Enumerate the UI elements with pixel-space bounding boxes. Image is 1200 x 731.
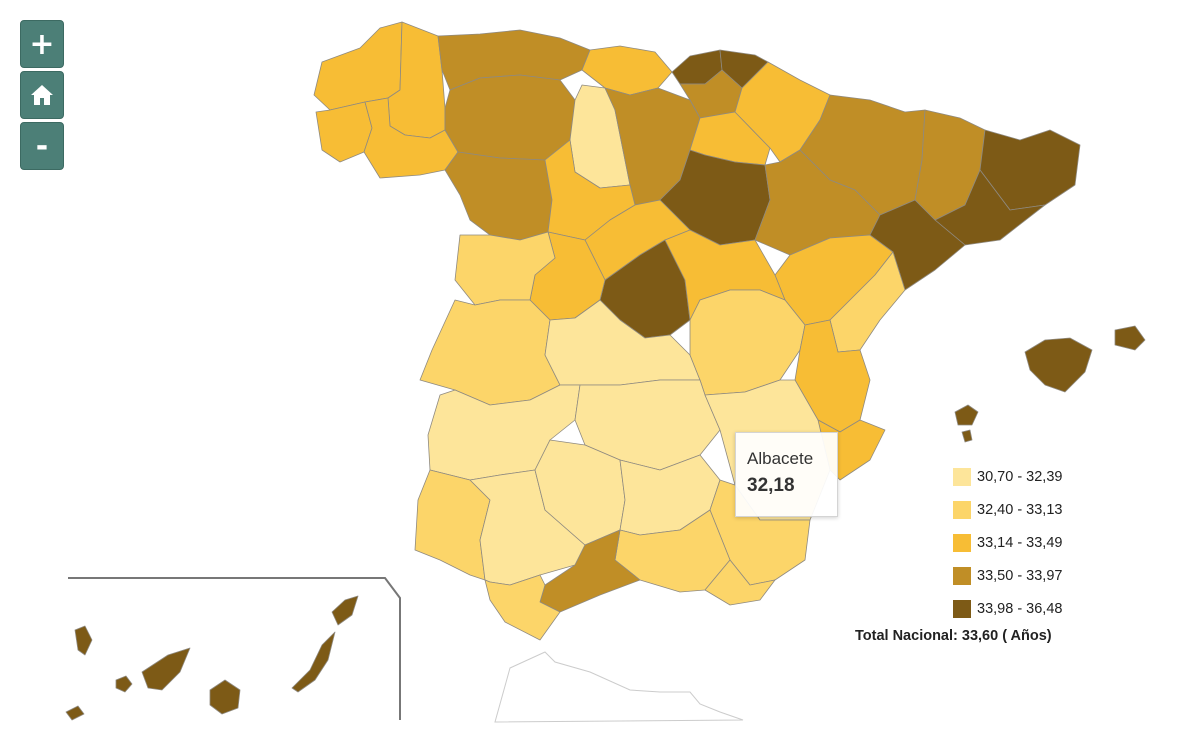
province-gran-canaria[interactable] (209, 679, 241, 715)
legend-swatch (953, 500, 971, 519)
province-salamanca[interactable] (454, 231, 556, 306)
legend-item: 33,14 - 33,49 (953, 526, 1062, 559)
province-barcelona[interactable] (934, 169, 1046, 246)
legend-label: 32,40 - 33,13 (977, 501, 1063, 518)
province-gomera[interactable] (115, 675, 133, 693)
province-cuenca[interactable] (689, 289, 806, 396)
legend-item: 33,50 - 33,97 (953, 559, 1062, 592)
legend-swatch (953, 566, 971, 585)
province-la-palma[interactable] (74, 625, 93, 656)
province-lanzarote[interactable] (331, 595, 359, 626)
province-leon[interactable] (444, 74, 576, 161)
province-cadiz[interactable] (484, 574, 561, 641)
total-nacional: Total Nacional: 33,60 ( Años) (855, 628, 1052, 644)
province-pontevedra[interactable] (315, 101, 373, 163)
zoom-controls: + - (20, 20, 66, 170)
province-tenerife[interactable] (141, 647, 191, 691)
province-tarragona[interactable] (869, 199, 966, 291)
province-asturias[interactable] (437, 29, 591, 91)
north-africa-outline (494, 651, 744, 723)
legend-item: 30,70 - 32,39 (953, 460, 1062, 493)
legend-label: 30,70 - 32,39 (977, 468, 1063, 485)
province-menorca[interactable] (1114, 325, 1146, 351)
province-ibiza[interactable] (954, 404, 979, 443)
canary-inset-frame (68, 577, 401, 720)
province-ciudad-real[interactable] (574, 379, 721, 471)
province-a-coruna[interactable] (313, 21, 403, 111)
tooltip-province-value: 32,18 (747, 475, 795, 496)
legend-swatch (953, 467, 971, 486)
legend-label: 33,14 - 33,49 (977, 534, 1063, 551)
tooltip-province-name: Albacete (747, 449, 814, 468)
legend-label: 33,98 - 36,48 (977, 600, 1063, 617)
legend-label: 33,50 - 33,97 (977, 567, 1063, 584)
province-mallorca[interactable] (1024, 337, 1093, 393)
legend: 30,70 - 32,39 32,40 - 33,13 33,14 - 33,4… (953, 460, 1062, 625)
province-hierro[interactable] (65, 705, 85, 721)
zoom-in-button[interactable]: + (20, 20, 64, 68)
province-tooltip: Albacete 32,18 (735, 432, 838, 517)
home-icon (31, 85, 53, 105)
province-caceres[interactable] (419, 299, 561, 406)
legend-item: 33,98 - 36,48 (953, 592, 1062, 625)
legend-item: 32,40 - 33,13 (953, 493, 1062, 526)
home-button[interactable] (20, 71, 64, 119)
zoom-out-button[interactable]: - (20, 122, 64, 170)
legend-swatch (953, 533, 971, 552)
province-almeria[interactable] (704, 559, 776, 606)
province-zamora[interactable] (444, 151, 553, 241)
province-fuerteventura[interactable] (291, 631, 336, 693)
legend-swatch (953, 599, 971, 618)
